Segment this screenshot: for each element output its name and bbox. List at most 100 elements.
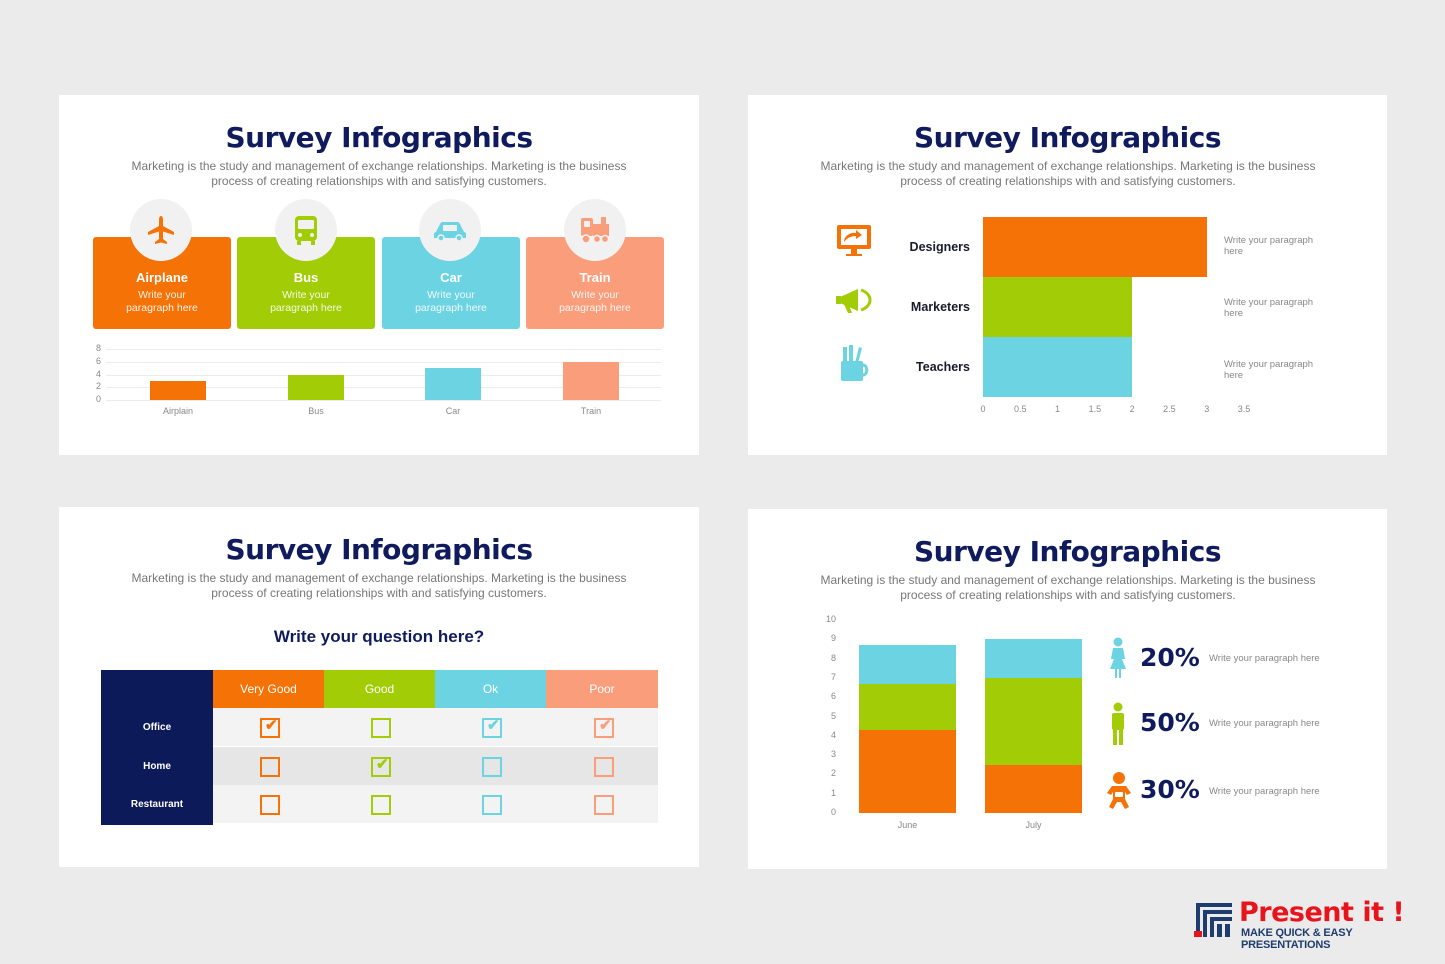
checkmark-icon: ✔	[599, 717, 612, 734]
bar-segment-july	[985, 677, 1082, 765]
bar-airplain	[150, 380, 206, 400]
card-title: Car	[440, 270, 462, 285]
slide-subtitle: Marketing is the study and management of…	[131, 571, 627, 600]
checked-checkbox[interactable]: ✔	[371, 757, 391, 777]
row-label: Marketers	[910, 300, 970, 314]
bar-segment-june	[859, 683, 956, 730]
occupation-bar-chart: 0 0.5 1 1.5 2 2.5 3 3.5	[748, 95, 1387, 455]
monitor-icon	[834, 222, 874, 262]
bar-train	[563, 361, 619, 400]
checkmark-icon: ✔	[487, 717, 500, 734]
table-row	[213, 708, 658, 746]
checkbox[interactable]	[482, 795, 502, 815]
checkmark-icon: ✔	[376, 756, 389, 773]
x-tick-label: 2.5	[1163, 404, 1176, 414]
gridline	[106, 361, 661, 363]
x-tick-label: Bus	[308, 406, 324, 416]
slide-subtitle: Marketing is the study and management of…	[820, 573, 1316, 602]
checkbox[interactable]	[260, 795, 280, 815]
woman-icon	[1106, 637, 1130, 684]
train-icon	[564, 199, 626, 261]
x-tick-label: Car	[445, 406, 461, 416]
x-tick-label: 0.5	[1014, 404, 1027, 414]
card-desc: Write your paragraph here	[270, 289, 342, 314]
x-tick-label: June	[897, 820, 918, 830]
stat-desc: Write your paragraph here	[1209, 718, 1320, 729]
y-tick-label: 5	[830, 710, 836, 721]
slide-title: Survey Infographics	[913, 121, 1222, 154]
row-label: Home	[143, 761, 171, 772]
slide-transport-survey: Survey Infographics Marketing is the stu…	[59, 95, 699, 455]
checkbox[interactable]	[371, 795, 391, 815]
car-icon	[419, 199, 481, 261]
stat-value: 20%	[1140, 643, 1200, 672]
table-row	[213, 785, 658, 823]
slide-occupation-survey: Survey Infographics Marketing is the stu…	[748, 95, 1387, 455]
checkbox[interactable]	[594, 757, 614, 777]
stat-desc: Write your paragraph here	[1209, 786, 1320, 797]
checkbox[interactable]	[482, 757, 502, 777]
checked-checkbox[interactable]: ✔	[482, 718, 502, 738]
y-tick-label: 2	[830, 768, 836, 779]
x-tick-label: Train	[580, 406, 602, 416]
slide-demographic-survey: Survey Infographics Marketing is the stu…	[748, 509, 1387, 869]
x-tick-label: 3	[1204, 404, 1210, 414]
bar-segment-july	[985, 639, 1082, 678]
column-header: Very Good	[213, 670, 324, 708]
column-header: Good	[324, 670, 435, 708]
row-desc: Write your paragraph here	[1224, 297, 1314, 319]
x-tick-label: 0	[980, 404, 986, 414]
gridline	[106, 374, 661, 376]
logo-tagline: MAKE QUICK & EASY PRESENTATIONS	[1241, 927, 1353, 951]
stat-value: 30%	[1140, 775, 1200, 804]
y-tick-label: 4	[830, 729, 836, 740]
bar-marketers	[983, 277, 1133, 337]
y-tick-label: 8	[95, 343, 101, 353]
slide-question-survey: Survey Infographics Marketing is the stu…	[59, 507, 699, 867]
x-tick-label: 1	[1055, 404, 1061, 414]
man-icon	[1106, 702, 1130, 751]
x-tick-label: 1.5	[1088, 404, 1102, 414]
checkbox[interactable]	[371, 718, 391, 738]
y-tick-label: 10	[825, 614, 836, 624]
airplane-icon	[130, 199, 192, 261]
checked-checkbox[interactable]: ✔	[594, 718, 614, 738]
row-desc: Write your paragraph here	[1224, 235, 1314, 257]
survey-question: Write your question here?	[273, 627, 485, 646]
x-tick-label: 3.5	[1237, 404, 1251, 414]
x-tick-label: July	[1025, 820, 1042, 830]
checkbox[interactable]	[594, 795, 614, 815]
slide-subtitle: Marketing is the study and management of…	[131, 159, 627, 188]
card-title: Airplane	[135, 270, 188, 285]
transport-bar-chart: 0 2 4 6 8 Airplain Bus Car Train	[59, 95, 699, 455]
checkbox[interactable]	[260, 757, 280, 777]
bar-segment-june	[859, 645, 956, 684]
stat-desc: Write your paragraph here	[1209, 653, 1320, 664]
card-desc: Write your paragraph here	[126, 289, 198, 314]
stacked-bar-chart: 0 1 2 3 4 5 6 7 8 9 10 June July	[748, 509, 1387, 869]
table-row	[213, 747, 658, 785]
bar-segment-june	[859, 730, 956, 813]
pencil-cup-icon	[834, 343, 874, 383]
bar-designers	[983, 217, 1207, 277]
bar-bus	[288, 374, 344, 400]
gridline	[106, 400, 661, 401]
y-tick-label: 3	[830, 749, 836, 760]
y-tick-label: 2	[95, 381, 101, 392]
y-tick-label: 6	[830, 691, 836, 702]
y-tick-label: 8	[830, 652, 836, 663]
y-tick-label: 6	[95, 355, 101, 366]
card-title: Train	[579, 270, 611, 285]
checked-checkbox[interactable]: ✔	[260, 718, 280, 738]
row-label: Designers	[909, 240, 970, 254]
y-tick-label: 0	[95, 394, 101, 404]
y-tick-label: 4	[95, 368, 101, 379]
row-label: Teachers	[916, 360, 970, 374]
slide-title: Survey Infographics	[913, 535, 1222, 568]
card-title: Bus	[293, 270, 319, 285]
y-tick-label: 1	[830, 787, 836, 798]
y-tick-label: 9	[830, 633, 836, 644]
y-tick-label: 7	[830, 671, 836, 682]
bar-car	[425, 368, 481, 400]
card-desc: Write your paragraph here	[415, 289, 487, 314]
